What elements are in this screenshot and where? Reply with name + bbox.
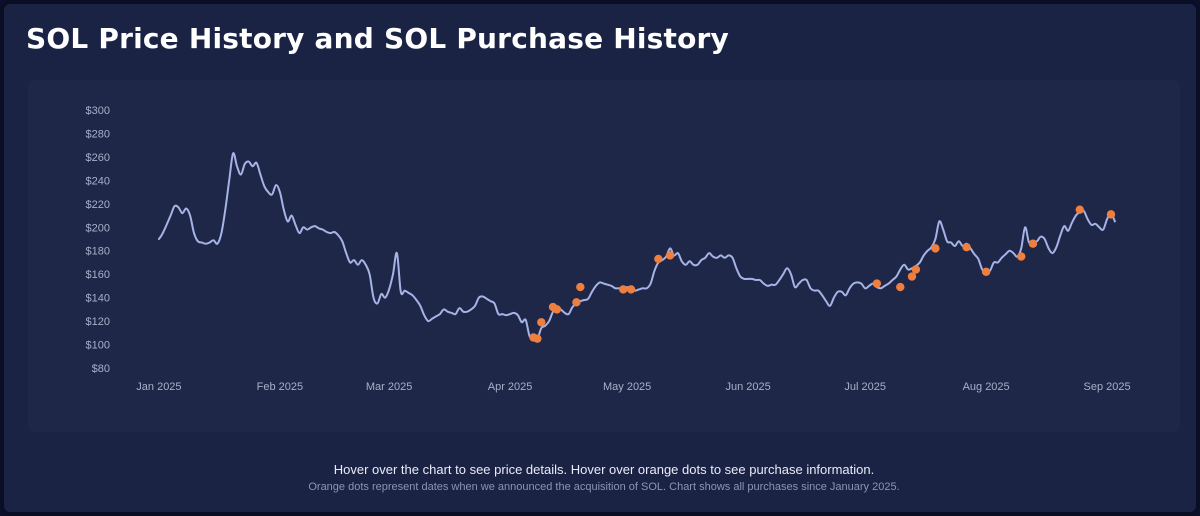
y-tick-label: $300 [86, 105, 110, 117]
purchase-dot[interactable] [619, 285, 628, 294]
x-tick-label: Jun 2025 [725, 381, 770, 393]
purchase-dot[interactable] [665, 251, 675, 260]
chart-hint: Hover over the chart to see price detail… [333, 462, 875, 477]
purchase-dot[interactable] [1075, 205, 1084, 214]
purchase-dot[interactable] [1017, 252, 1026, 261]
purchase-dot[interactable] [572, 298, 581, 307]
purchase-dot[interactable] [552, 305, 562, 314]
x-tick-label: Aug 2025 [963, 381, 1010, 393]
purchase-dot[interactable] [654, 254, 663, 264]
purchase-dot[interactable] [1028, 239, 1038, 248]
x-tick-label: Apr 2025 [488, 381, 533, 393]
purchase-dot[interactable] [896, 282, 905, 292]
y-tick-label: $280 [86, 128, 110, 140]
y-tick-label: $120 [86, 316, 110, 328]
x-tick-label: Feb 2025 [257, 381, 303, 393]
y-tick-label: $200 [86, 222, 110, 234]
x-tick-label: May 2025 [603, 381, 651, 393]
purchase-dot[interactable] [533, 334, 542, 343]
purchase-dot[interactable] [626, 285, 636, 294]
y-axis: $80 $100 $120 $140 $160 $180 $200 $220 $240 $260 $… [86, 105, 110, 375]
x-tick-label: Mar 2025 [366, 381, 412, 393]
purchase-dot[interactable] [576, 282, 585, 292]
price-series[interactable] [157, 152, 1116, 341]
y-tick-label: $220 [86, 199, 110, 211]
y-tick-label: $160 [86, 269, 110, 281]
purchase-dot[interactable] [981, 267, 991, 277]
purchase-dot[interactable] [962, 243, 971, 252]
purchase-dot[interactable] [872, 279, 882, 288]
y-tick-label: $260 [86, 152, 110, 164]
purchase-series[interactable] [529, 205, 1116, 343]
price-chart[interactable]: $80 $100 $120 $140 $160 $180 $200 $220 $240 $260 $… [28, 80, 1180, 432]
y-tick-label: $240 [86, 175, 110, 187]
x-tick-label: Jul 2025 [844, 381, 886, 393]
x-axis: Jan 2025 Feb 2025 Mar 2025 Apr 2025 May 2025… [136, 381, 1130, 393]
purchase-dot[interactable] [907, 272, 917, 281]
chart-note: Orange dots represent dates when we anno… [308, 481, 900, 493]
chart-area[interactable]: $80 $100 $120 $140 $160 $180 $200 $220 $240 $260 $… [28, 80, 1180, 432]
purchase-dot[interactable] [931, 244, 940, 253]
y-tick-label: $100 [86, 340, 110, 352]
page-title: SOL Price History and SOL Purchase Histo… [26, 22, 729, 55]
y-tick-label: $180 [86, 246, 110, 258]
purchase-dot[interactable] [1106, 210, 1116, 219]
purchase-dot[interactable] [911, 265, 921, 274]
purchase-dot[interactable] [537, 318, 546, 327]
price-line[interactable] [157, 152, 1116, 341]
x-tick-label: Jan 2025 [136, 381, 181, 393]
y-tick-label: $140 [86, 293, 110, 305]
x-tick-label: Sep 2025 [1084, 381, 1131, 393]
y-tick-label: $80 [92, 363, 110, 375]
